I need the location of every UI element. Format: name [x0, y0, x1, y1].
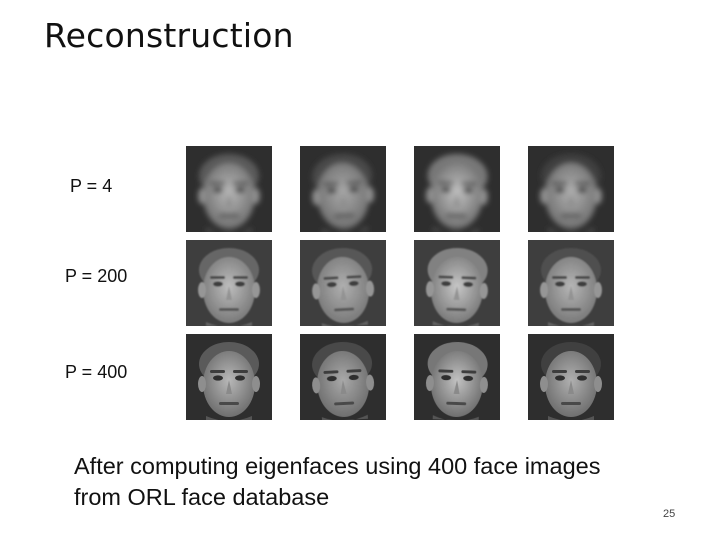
row-label-p4: P = 4	[70, 176, 113, 196]
face-image	[186, 334, 272, 420]
face-image	[528, 334, 614, 420]
row-label-p200: P = 200	[65, 266, 128, 286]
face-image	[528, 146, 614, 232]
face-image	[414, 334, 500, 420]
page-number: 25	[663, 508, 676, 520]
face-image	[528, 240, 614, 326]
slide-title: Reconstruction	[44, 16, 294, 55]
face-image	[186, 146, 272, 232]
face-image	[414, 146, 500, 232]
face-image	[414, 240, 500, 326]
face-image	[300, 334, 386, 420]
face-image	[300, 146, 386, 232]
caption: After computing eigenfaces using 400 fac…	[74, 453, 601, 510]
face-image	[300, 240, 386, 326]
row-label-p400: P = 400	[65, 362, 128, 382]
face-image	[186, 240, 272, 326]
